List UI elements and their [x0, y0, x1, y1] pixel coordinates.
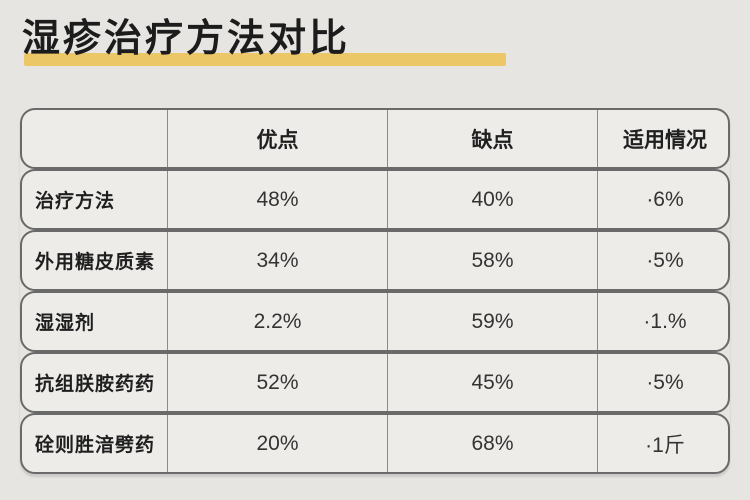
header-cell-advantages: 优点 — [167, 110, 387, 167]
advantage-value-cell: 34% — [167, 232, 387, 289]
row-label-cell: 外用糖皮质素 — [35, 252, 156, 273]
table-row: 抗组朕胺药药 52% 45% ·5% — [20, 352, 730, 413]
row-label-cell: 湿湿剂 — [35, 313, 96, 334]
title-underline-accent — [24, 53, 506, 66]
row-label-cell: 抗组朕胺药药 — [35, 374, 156, 395]
header-cell-applicability: 适用情况 — [597, 110, 728, 167]
applicability-value-cell: ·1斤 — [597, 415, 728, 472]
table-row: 湿湿剂 2.2% 59% ·1.% — [20, 291, 730, 352]
applicability-value-cell: ·5% — [597, 232, 728, 289]
advantage-value-cell: 20% — [167, 415, 387, 472]
disadvantage-value-cell: 40% — [387, 171, 597, 228]
table-row: 外用糖皮质素 34% 58% ·5% — [20, 230, 730, 291]
row-label-cell: 治疗方法 — [35, 191, 116, 212]
header-cell-blank — [22, 110, 167, 167]
comparison-table: 优点 缺点 适用情况 治疗方法 48% 40% ·6% 外用糖皮质素 34% 5… — [20, 108, 730, 474]
advantage-value-cell: 52% — [167, 354, 387, 411]
disadvantage-value-cell: 58% — [387, 232, 597, 289]
row-label-cell: 硂则胜湆劈药 — [35, 435, 156, 456]
applicability-value-cell: ·6% — [597, 171, 728, 228]
title-block: 湿疹治疗方法对比 — [22, 14, 506, 66]
applicability-value-cell: ·5% — [597, 354, 728, 411]
disadvantage-value-cell: 68% — [387, 415, 597, 472]
table-header-row: 优点 缺点 适用情况 — [20, 108, 730, 169]
applicability-value-cell: ·1.% — [597, 293, 728, 350]
disadvantage-value-cell: 45% — [387, 354, 597, 411]
advantage-value-cell: 2.2% — [167, 293, 387, 350]
disadvantage-value-cell: 59% — [387, 293, 597, 350]
header-cell-disadvantages: 缺点 — [387, 110, 597, 167]
table-row: 治疗方法 48% 40% ·6% — [20, 169, 730, 230]
table-row: 硂则胜湆劈药 20% 68% ·1斤 — [20, 413, 730, 474]
advantage-value-cell: 48% — [167, 171, 387, 228]
page-title: 湿疹治疗方法对比 — [22, 18, 351, 60]
